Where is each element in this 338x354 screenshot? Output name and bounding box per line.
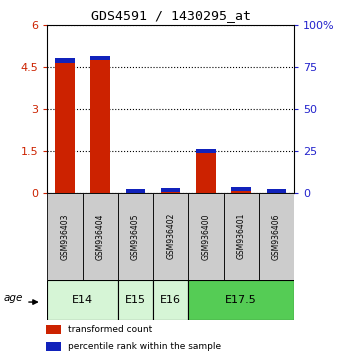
Bar xyxy=(232,187,251,193)
Text: GSM936401: GSM936401 xyxy=(237,213,246,259)
Title: GDS4591 / 1430295_at: GDS4591 / 1430295_at xyxy=(91,9,251,22)
Text: E15: E15 xyxy=(125,295,146,305)
Bar xyxy=(46,325,61,335)
Bar xyxy=(188,280,294,320)
Bar xyxy=(126,192,145,193)
Bar xyxy=(46,342,61,351)
Text: GSM936402: GSM936402 xyxy=(166,213,175,259)
Bar xyxy=(188,193,223,280)
Text: GSM936405: GSM936405 xyxy=(131,213,140,259)
Bar xyxy=(47,280,118,320)
Bar xyxy=(196,149,216,193)
Text: transformed count: transformed count xyxy=(68,325,153,334)
Text: E14: E14 xyxy=(72,295,93,305)
Bar xyxy=(91,56,110,193)
Bar xyxy=(82,193,118,280)
Text: GSM936404: GSM936404 xyxy=(96,213,105,259)
Text: E17.5: E17.5 xyxy=(225,295,257,305)
Bar xyxy=(153,280,188,320)
Bar xyxy=(196,149,216,153)
Text: percentile rank within the sample: percentile rank within the sample xyxy=(68,342,222,351)
Text: GSM936403: GSM936403 xyxy=(61,213,69,259)
Bar xyxy=(91,56,110,60)
Bar xyxy=(161,188,180,192)
Bar xyxy=(267,189,286,193)
Text: E16: E16 xyxy=(160,295,181,305)
Text: GSM936406: GSM936406 xyxy=(272,213,281,259)
Bar xyxy=(126,189,145,193)
Bar xyxy=(232,187,251,191)
Bar xyxy=(118,280,153,320)
Bar xyxy=(153,193,188,280)
Bar xyxy=(55,58,75,63)
Bar xyxy=(118,193,153,280)
Bar xyxy=(55,58,75,193)
Text: age: age xyxy=(4,293,23,303)
Bar xyxy=(267,191,286,193)
Text: GSM936400: GSM936400 xyxy=(201,213,211,259)
Bar xyxy=(161,188,180,193)
Bar xyxy=(223,193,259,280)
Bar xyxy=(47,193,82,280)
Bar xyxy=(259,193,294,280)
